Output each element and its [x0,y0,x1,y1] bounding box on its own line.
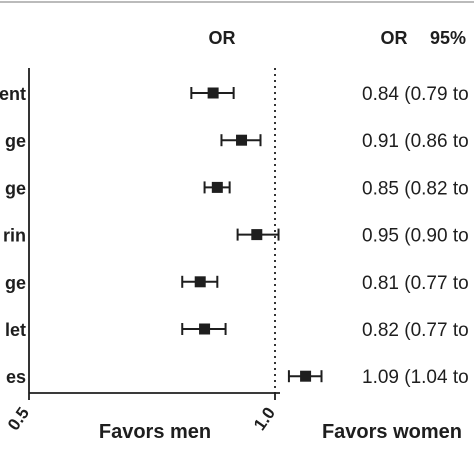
or-point [300,370,312,382]
x-tick-label: 1.0 [250,404,279,434]
forest-row: ge 0.91 (0.86 to [5,131,469,152]
row-or-ci-text: 0.95 (0.90 to [362,226,469,247]
row-or-ci-text: 0.85 (0.82 to [362,178,469,199]
row-or-ci-text: 1.09 (1.04 to [362,367,469,388]
or-point [251,229,263,241]
x-tick-label: 0.5 [4,404,33,434]
row-label: let [5,320,26,340]
row-label: ge [5,273,26,293]
row-label: ge [5,178,26,198]
rows-layer: ent 0.84 (0.79 to ge 0.91 (0.86 to ge 0.85 (0… [0,84,469,388]
forest-row: rin 0.95 (0.90 to [3,226,469,247]
row-or-ci-text: 0.91 (0.86 to [362,131,469,152]
forest-row: ge 0.85 (0.82 to [5,178,469,199]
or-point [236,134,248,146]
or-point [211,181,223,193]
favors-women-label: Favors women [322,421,462,443]
header-or-table: OR [381,28,408,48]
row-or-ci-text: 0.84 (0.79 to [362,84,469,105]
row-label: ent [0,84,26,104]
or-point [207,87,219,99]
row-or-ci-text: 0.81 (0.77 to [362,273,469,294]
forest-row: ge 0.81 (0.77 to [5,273,469,294]
or-point [199,323,211,335]
forest-row: ent 0.84 (0.79 to [0,84,469,105]
header-or-plot: OR [209,28,236,48]
row-label: rin [3,226,26,246]
forest-row: es 1.09 (1.04 to [6,367,469,388]
header-ci-table: 95% [430,28,466,48]
forest-row: let 0.82 (0.77 to [5,320,469,341]
or-point [194,276,206,288]
row-or-ci-text: 0.82 (0.77 to [362,320,469,341]
row-label: ge [5,131,26,151]
row-label: es [6,367,26,387]
favors-men-label: Favors men [99,421,211,443]
